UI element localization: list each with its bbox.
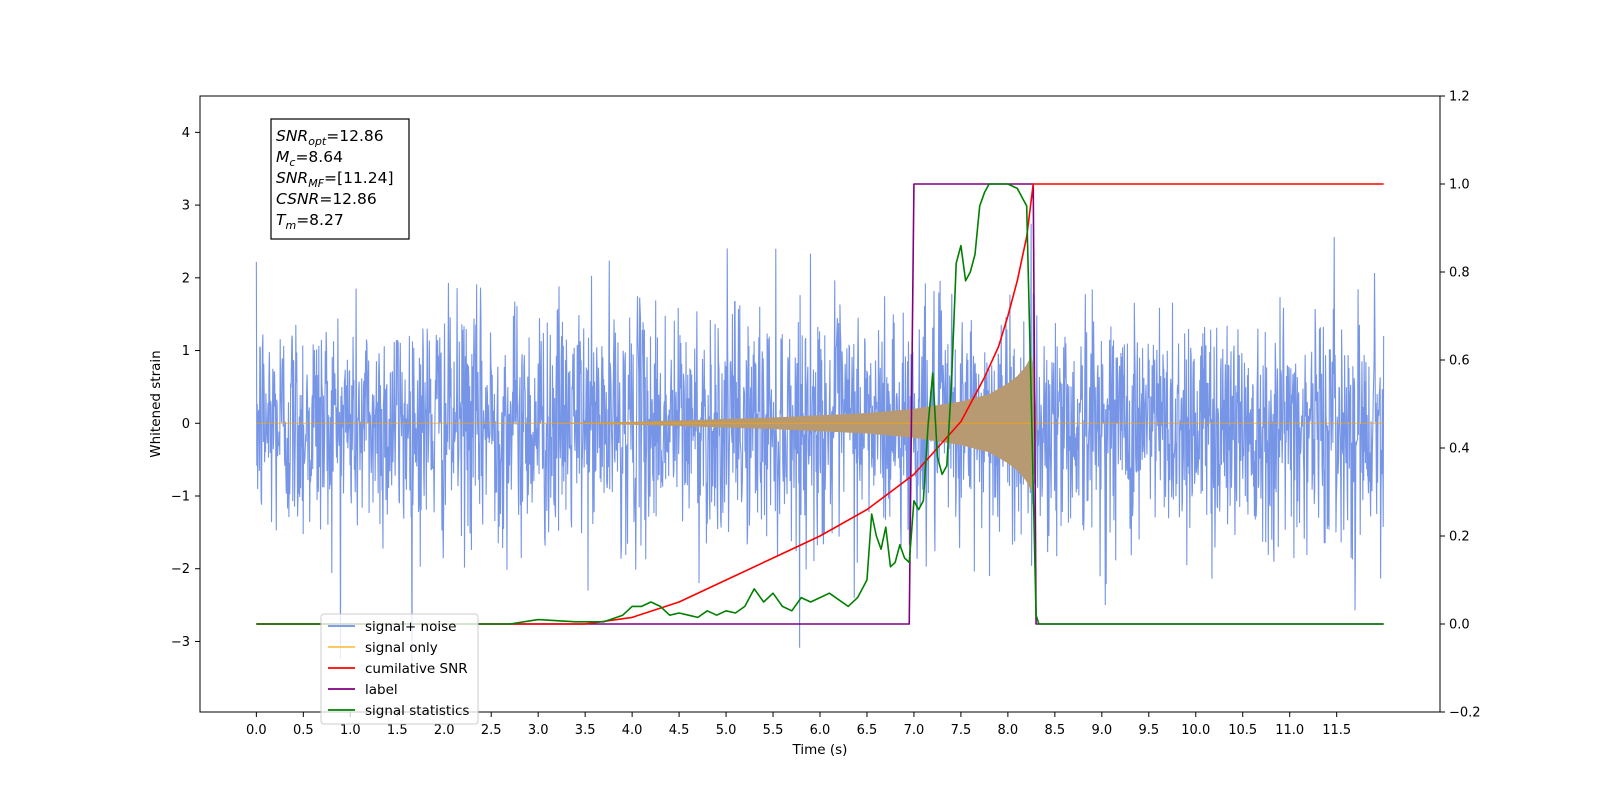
x-tick-label: 4.5	[669, 723, 690, 738]
x-tick-label: 1.5	[387, 723, 408, 738]
legend-label: signal only	[365, 640, 438, 656]
x-tick-label: 3.5	[575, 723, 596, 738]
x-axis-label: Time (s)	[792, 742, 848, 758]
annotation-line: SNRMF=[11.24]	[276, 169, 394, 190]
x-tick-label: 9.5	[1138, 723, 1159, 738]
y-tick-label: 3	[182, 199, 190, 214]
annotation-line: Mc=8.64	[276, 148, 343, 169]
x-tick-label: 6.0	[810, 723, 831, 738]
x-tick-label: 10.5	[1228, 723, 1257, 738]
series-cumilative-snr	[256, 183, 1384, 625]
x-tick-label: 5.5	[763, 723, 784, 738]
annotation-line: SNRopt=12.86	[276, 127, 384, 148]
y2-tick-label: 0.4	[1449, 442, 1470, 457]
y-tick-label: 2	[182, 271, 190, 286]
annotation-line: Tm=8.27	[276, 211, 344, 232]
x-tick-label: 0.0	[246, 723, 267, 738]
y2-tick-label: 1.2	[1449, 90, 1470, 105]
y-tick-label: 0	[182, 417, 190, 432]
annotation-line: CSNR=12.86	[276, 190, 377, 208]
series-signal-noise	[255, 223, 1385, 668]
plot-layer	[255, 183, 1385, 668]
x-tick-label: 8.5	[1045, 723, 1066, 738]
legend-label: signal statistics	[365, 703, 469, 719]
x-tick-label: 6.5	[857, 723, 878, 738]
y2-tick-label: 1.0	[1449, 178, 1470, 193]
y2-tick-label: 0.2	[1449, 530, 1470, 545]
x-tick-label: 11.5	[1322, 723, 1351, 738]
legend: signal+ noise signal only cumilative SNR la…	[320, 613, 479, 725]
y2-tick-label: 0.8	[1449, 266, 1470, 281]
y-axis-label: Whitened strain	[148, 350, 164, 457]
x-tick-label: 9.0	[1091, 723, 1112, 738]
x-tick-label: 8.0	[998, 723, 1019, 738]
legend-label: signal+ noise	[365, 619, 456, 635]
legend-label: cumilative SNR	[365, 661, 468, 677]
annotation-box: SNRopt=12.86Mc=8.64SNRMF=[11.24]CSNR=12.…	[270, 118, 410, 240]
y-tick-label: −2	[171, 562, 190, 577]
x-tick-label: 7.5	[951, 723, 972, 738]
y-tick-label: −1	[171, 490, 190, 505]
y-tick-label: −3	[171, 635, 190, 650]
legend-frame	[320, 613, 479, 725]
x-tick-label: 4.0	[622, 723, 643, 738]
y2-tick-label: 0.6	[1449, 354, 1470, 369]
x-tick-label: 3.0	[528, 723, 549, 738]
y-tick-label: 4	[182, 126, 190, 141]
legend-label: label	[365, 682, 398, 698]
x-tick-label: 5.0	[716, 723, 737, 738]
x-tick-label: 2.0	[434, 723, 455, 738]
y2-tick-label: −0.2	[1449, 706, 1481, 721]
y2-tick-label: 0.0	[1449, 618, 1470, 633]
x-tick-label: 2.5	[481, 723, 502, 738]
x-tick-label: 7.0	[904, 723, 925, 738]
axes-layer: 0.0 0.5 1.0 1.5 2.0 2.5 3.0 3.5 4.0 4.5 5.0 5.5 6.0 6…	[171, 90, 1481, 739]
x-tick-label: 11.0	[1275, 723, 1304, 738]
annotation-box-frame	[270, 118, 410, 240]
x-tick-label: 10.0	[1181, 723, 1210, 738]
x-tick-label: 1.0	[340, 723, 361, 738]
series-signal-statistics	[256, 183, 1384, 625]
x-tick-label: 0.5	[293, 723, 314, 738]
y-tick-label: 1	[182, 344, 190, 359]
